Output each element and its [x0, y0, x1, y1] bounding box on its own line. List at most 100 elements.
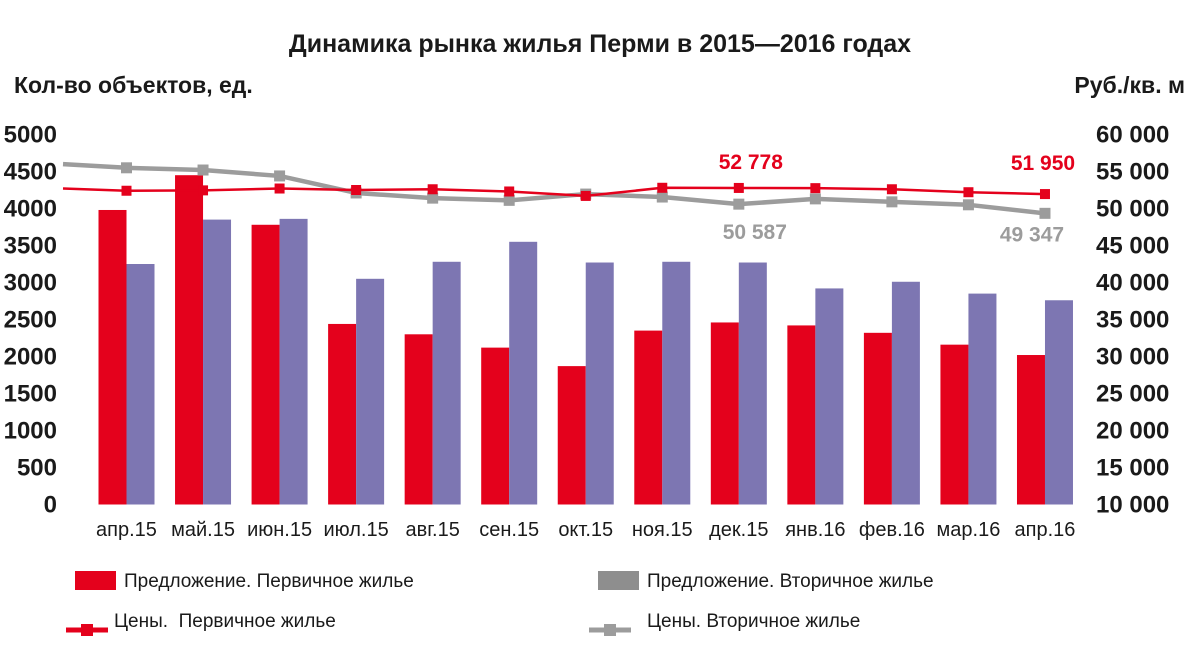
bar-primary	[787, 325, 816, 505]
x-axis-label: май.15	[171, 519, 235, 541]
line-marker	[733, 182, 744, 193]
line-marker	[427, 184, 438, 195]
x-axis-label: июл.15	[324, 519, 389, 541]
x-axis-label: окт.15	[558, 519, 613, 541]
data-label: 52 778	[719, 151, 784, 174]
legend-swatch-supply-primary	[75, 571, 116, 590]
line-prices-secondary	[62, 161, 1051, 219]
legend-label-supply-secondary: Предложение. Вторичное жилье	[647, 571, 934, 592]
legend-line-marker-primary	[66, 624, 108, 636]
left-axis-tick: 1500	[4, 381, 57, 408]
bar-secondary	[891, 281, 920, 505]
line-marker	[427, 192, 439, 204]
line-marker	[351, 185, 362, 195]
x-axis-label: июн.15	[247, 519, 312, 541]
bar-primary	[328, 323, 357, 505]
bar-primary	[481, 347, 510, 505]
bar-primary	[1016, 355, 1045, 505]
bar-primary	[251, 224, 280, 505]
bar-secondary	[585, 262, 614, 505]
bar-secondary	[432, 261, 461, 505]
left-axis-tick: 4500	[4, 159, 57, 186]
chart-plot: 0 500 1000 1500 2000 2500 3000 3500 4000 4500 5000…	[4, 122, 1170, 542]
bar-primary	[940, 344, 969, 505]
line-marker	[274, 183, 285, 194]
bar-secondary	[1044, 300, 1073, 505]
bar-secondary	[662, 261, 691, 505]
bar-primary	[634, 330, 663, 505]
legend-label-prices-primary: Цены. Первичное жилье	[114, 611, 336, 632]
right-axis-tick: 15 000	[1096, 455, 1169, 482]
line-marker	[121, 185, 132, 196]
line-marker	[810, 183, 821, 194]
line-marker	[198, 185, 209, 196]
left-axis-tick: 3500	[4, 233, 57, 260]
line-marker	[503, 194, 515, 206]
line-marker	[657, 182, 668, 193]
bar-secondary	[738, 262, 767, 505]
left-axis-tick: 2500	[4, 307, 57, 334]
left-axis-tick: 3000	[4, 270, 57, 297]
right-axis-tick: 40 000	[1096, 270, 1169, 297]
line-marker	[1039, 207, 1051, 219]
bar-primary	[175, 175, 204, 505]
line-marker	[962, 199, 974, 211]
line-marker	[580, 190, 591, 201]
x-axis-label: ноя.15	[632, 519, 693, 541]
left-axis-unit-label: Кол-во объектов, ед.	[14, 72, 253, 98]
bar-secondary	[968, 293, 997, 505]
right-axis-unit-label: Руб./кв. м	[1074, 72, 1185, 98]
price-line	[62, 186, 1046, 198]
line-marker	[504, 186, 515, 197]
x-axis-label: апр.16	[1015, 519, 1076, 541]
right-axis-tick: 20 000	[1096, 418, 1169, 445]
data-label: 51 950	[1011, 152, 1075, 175]
line-marker	[886, 196, 898, 208]
line-marker	[121, 162, 132, 174]
left-axis-tick: 0	[44, 492, 57, 519]
bar-primary	[557, 366, 586, 505]
right-axis-tick: 45 000	[1096, 233, 1169, 260]
bar-primary	[98, 209, 127, 505]
legend-swatch-supply-secondary	[598, 571, 639, 590]
price-line	[62, 161, 1046, 216]
line-marker	[656, 191, 668, 203]
legend-label-prices-secondary: Цены. Вторичное жилье	[647, 611, 861, 632]
left-axis-tick: 1000	[4, 418, 57, 445]
bars-supply-secondary	[126, 218, 1073, 505]
line-marker	[886, 184, 897, 195]
bar-secondary	[356, 278, 385, 505]
left-axis-tick: 4000	[4, 196, 57, 223]
left-axis-tick: 500	[17, 455, 57, 482]
right-axis-tick: 30 000	[1096, 344, 1169, 371]
bar-primary	[404, 334, 433, 505]
data-label: 49 347	[1000, 223, 1064, 246]
bar-primary	[710, 322, 739, 505]
x-axis-label: фев.16	[859, 519, 925, 541]
left-axis-tick: 2000	[4, 344, 57, 371]
bar-primary	[863, 332, 892, 505]
data-label: 50 587	[723, 221, 787, 244]
bar-secondary	[815, 288, 844, 505]
line-prices-primary	[62, 182, 1050, 201]
bar-secondary	[126, 264, 155, 505]
right-axis-tick: 60 000	[1096, 122, 1169, 149]
left-axis-tick: 5000	[4, 122, 57, 149]
bar-secondary	[203, 219, 232, 505]
x-axis-label: янв.16	[785, 519, 845, 541]
bars-supply-primary	[98, 175, 1045, 505]
x-axis-label: сен.15	[479, 519, 539, 541]
line-marker	[733, 198, 745, 210]
x-axis-label: дек.15	[709, 519, 768, 541]
line-marker	[197, 164, 209, 176]
line-marker	[1039, 189, 1050, 200]
right-axis-tick: 55 000	[1096, 159, 1169, 186]
line-marker	[274, 170, 286, 182]
chart-title: Динамика рынка жилья Перми в 2015—2016 г…	[288, 30, 912, 58]
right-axis-tick: 25 000	[1096, 381, 1169, 408]
legend-line-marker-secondary	[589, 624, 631, 636]
right-axis-tick: 35 000	[1096, 307, 1169, 334]
bar-secondary	[279, 218, 308, 505]
x-axis-label: авг.15	[405, 519, 459, 541]
